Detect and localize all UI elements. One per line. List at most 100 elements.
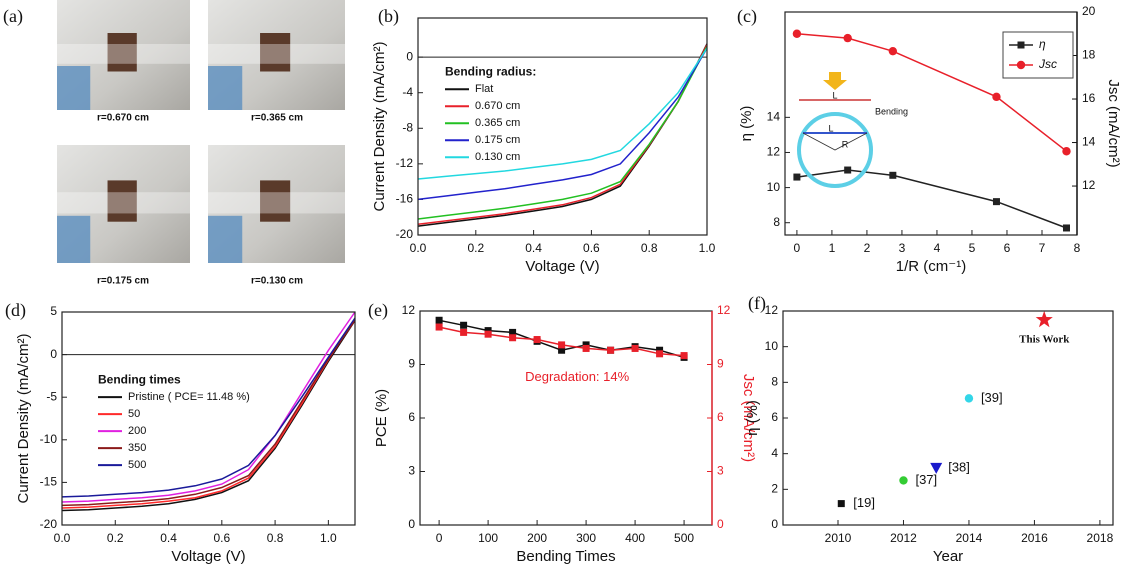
photo-tube	[57, 44, 190, 64]
series-line	[61, 320, 356, 507]
marker	[435, 323, 443, 331]
y-tick-label: 12	[765, 303, 779, 317]
marker	[558, 346, 566, 354]
series-line	[417, 47, 708, 180]
x-tick-label: 0	[436, 531, 443, 545]
legend-label: 0.365 cm	[475, 117, 520, 129]
photo-tube	[57, 192, 190, 214]
y-axis-label: Current Density (mA/cm²)	[371, 41, 388, 211]
x-tick-label: 3	[899, 241, 906, 255]
y-tick-label: 6	[408, 410, 415, 424]
inset-label: R	[842, 139, 849, 149]
marker	[460, 321, 468, 329]
photo-device	[107, 33, 137, 72]
legend-label: 500	[128, 459, 146, 471]
inset-arrow	[823, 72, 847, 90]
x-tick-label: 8	[1074, 241, 1081, 255]
marker	[899, 476, 908, 485]
marker	[1016, 60, 1026, 70]
panel-label: (c)	[737, 6, 757, 27]
photo-caption: r=0.175 cm	[97, 276, 149, 287]
y-tick-label: 12	[767, 145, 781, 159]
annotation: Degradation: 14%	[525, 369, 630, 384]
legend-label: 50	[128, 408, 140, 420]
y-tick-label: 0	[771, 517, 778, 531]
y-tick-label: 6	[771, 410, 778, 424]
x-axis-label: Bending Times	[516, 548, 615, 565]
point-label: [19]	[853, 495, 875, 510]
marker	[888, 46, 898, 56]
legend-label: 350	[128, 442, 146, 454]
y-axis-label: PCE (%)	[373, 389, 390, 447]
marker	[992, 92, 1001, 102]
panel-label: (d)	[5, 300, 26, 321]
x-tick-label: 2	[864, 241, 871, 255]
marker	[460, 328, 468, 336]
y-tick-label: -16	[396, 192, 414, 206]
legend-label: Jsc	[1038, 57, 1057, 71]
x-tick-label: 1.0	[699, 241, 716, 255]
photo-device	[107, 180, 137, 222]
inset-radius	[802, 132, 868, 151]
photo-glove	[208, 215, 243, 263]
x-axis-label: Voltage (V)	[171, 548, 245, 565]
x-tick-label: 5	[969, 241, 976, 255]
marker	[792, 29, 802, 38]
x-axis-label: 1/R (cm⁻¹)	[896, 258, 966, 275]
y-tick-label: 10	[765, 339, 779, 353]
y-axis-label: η (%)	[738, 106, 755, 142]
series-line	[61, 317, 356, 498]
panel-label: (f)	[748, 293, 766, 314]
x-tick-label: 2018	[1087, 531, 1114, 545]
y2-axis-label: Jsc (mA/cm²)	[740, 374, 757, 462]
marker	[992, 198, 1000, 206]
panel-label: (b)	[378, 6, 399, 27]
x-tick-label: 0.4	[525, 241, 542, 255]
marker	[1062, 147, 1071, 156]
x-tick-label: 500	[674, 531, 694, 545]
y-tick-label: -20	[40, 517, 58, 531]
plot-frame	[419, 310, 713, 526]
series-line	[417, 47, 708, 201]
photo-device	[260, 180, 291, 222]
marker	[631, 344, 639, 352]
y-tick-label: 0	[50, 347, 57, 361]
x-tick-label: 4	[934, 241, 941, 255]
marker	[484, 327, 492, 335]
legend-label: 0.130 cm	[475, 151, 520, 163]
y2-tick-label: 3	[717, 464, 724, 478]
marker	[930, 462, 943, 474]
y2-tick-label: 12	[717, 303, 731, 317]
marker	[837, 500, 845, 508]
x-axis-label: Year	[933, 548, 963, 565]
y-tick-label: 8	[773, 215, 780, 229]
x-tick-label: 0.8	[641, 241, 658, 255]
marker	[582, 344, 590, 352]
legend-title: Bending radius:	[445, 64, 536, 78]
x-tick-label: 0.0	[54, 531, 71, 545]
point-label: This Work	[1019, 333, 1070, 345]
x-tick-label: 400	[625, 531, 645, 545]
marker	[484, 330, 492, 338]
legend-label: η	[1039, 37, 1046, 51]
y2-tick-label: 16	[1082, 91, 1096, 105]
x-tick-label: 0.6	[583, 241, 600, 255]
x-tick-label: 0.0	[410, 241, 427, 255]
series-line	[61, 318, 356, 509]
x-tick-label: 2016	[1021, 531, 1048, 545]
y2-tick-label: 0	[717, 517, 724, 531]
photo-caption: r=0.365 cm	[251, 113, 303, 124]
marker	[1062, 224, 1070, 232]
inset-circle	[797, 112, 873, 188]
photo-caption: r=0.130 cm	[251, 276, 303, 287]
y-axis-label: Current Density (mA/cm²)	[15, 333, 32, 503]
x-tick-label: 2010	[825, 531, 852, 545]
y-tick-label: -8	[402, 120, 413, 134]
x-tick-label: 7	[1039, 241, 1046, 255]
x-tick-label: 0.6	[213, 531, 230, 545]
marker	[607, 346, 615, 354]
y-tick-label: 9	[408, 357, 415, 371]
marker	[889, 171, 897, 179]
